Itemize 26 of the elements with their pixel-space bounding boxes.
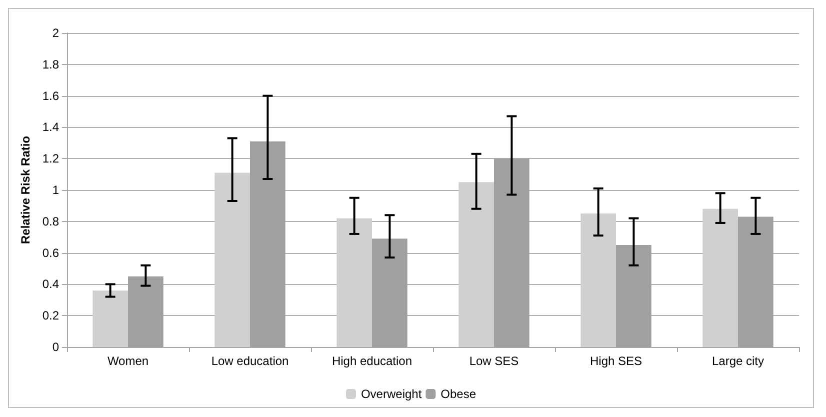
bar [214, 172, 250, 347]
y-tick-label: 0.2 [42, 308, 60, 323]
y-tick-label: 1.4 [42, 120, 60, 134]
y-tick-label: 1.6 [42, 88, 60, 103]
bar [92, 290, 128, 347]
y-tick-label: 0.6 [42, 246, 60, 260]
x-tick-label: Large city [712, 354, 764, 368]
y-tick-label: 0.4 [42, 277, 60, 292]
x-tick-label: High education [332, 354, 412, 368]
y-tick-label: 1 [52, 183, 60, 197]
legend-label: Overweight [360, 387, 422, 401]
y-tick-label: 1.2 [42, 152, 60, 166]
y-tick-label: 1.8 [42, 57, 60, 72]
bar [580, 214, 616, 347]
y-tick-label: 2 [52, 26, 60, 40]
bar [458, 182, 494, 347]
y-tick-label: 0.8 [42, 214, 60, 228]
y-tick-label: 0 [52, 340, 60, 354]
y-axis-title: Relative Risk Ratio [18, 136, 32, 244]
x-tick-label: Low education [211, 354, 289, 368]
x-tick-label: Women [107, 354, 149, 368]
bar [336, 218, 372, 347]
bar [702, 208, 738, 347]
x-tick-label: Low SES [469, 354, 519, 368]
legend-label: Obese [440, 387, 476, 401]
x-tick-label: High SES [590, 354, 642, 368]
